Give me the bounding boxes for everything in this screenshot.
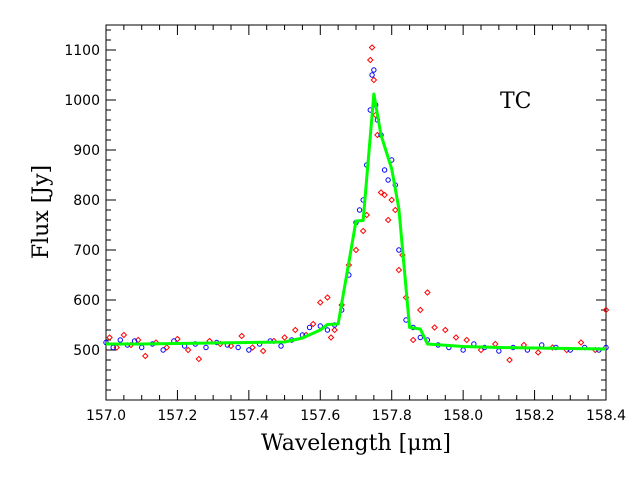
data-point-red	[409, 336, 417, 344]
data-point-red	[384, 216, 392, 224]
x-tick-label: 158.4	[586, 408, 626, 424]
x-tick-label: 157.4	[229, 408, 269, 424]
y-tick-label: 500	[73, 343, 100, 359]
data-point-blue	[246, 347, 252, 353]
x-tick-labels: 157.0 157.2 157.4 157.6 157.8 158.0 158.2 158.4	[86, 408, 626, 424]
data-point-red	[424, 289, 431, 296]
y-tick-label: 1000	[64, 93, 100, 109]
data-point-red	[368, 44, 376, 51]
x-axis-title: Wavelength [μm]	[261, 431, 451, 456]
data-point-blue	[369, 72, 375, 78]
data-point-blue	[539, 342, 545, 348]
data-point-blue	[356, 207, 363, 213]
data-point-blue	[371, 67, 377, 73]
data-point-blue	[381, 167, 388, 173]
data-point-red	[106, 334, 113, 341]
x-tick-label: 158.2	[515, 408, 555, 424]
data-points	[103, 44, 610, 364]
data-point-red	[352, 246, 360, 254]
data-point-red	[381, 191, 388, 199]
y-tick-labels: 500 600 700 800 900 1000 1100	[64, 43, 100, 359]
data-point-red	[506, 356, 513, 364]
data-point-red	[184, 346, 192, 354]
data-point-blue	[117, 337, 123, 343]
data-point-red	[388, 196, 396, 204]
y-tick-label: 1100	[64, 43, 100, 59]
data-point-red	[416, 306, 424, 314]
data-point-red	[249, 344, 256, 351]
data-point-blue	[460, 347, 466, 353]
data-point-red	[452, 334, 460, 341]
data-point-red	[141, 352, 149, 360]
data-point-red	[316, 299, 324, 306]
data-point-red	[281, 334, 288, 341]
data-point-blue	[396, 247, 402, 253]
data-point-red	[577, 339, 585, 346]
data-point-red	[366, 56, 374, 64]
y-tick-label: 700	[73, 243, 100, 259]
data-point-blue	[203, 344, 209, 351]
x-tick-label: 157.6	[300, 408, 340, 424]
y-axis-title: Flux [Jy]	[29, 165, 54, 259]
data-point-red	[259, 347, 267, 355]
y-tick-label: 800	[73, 193, 100, 209]
data-point-red	[395, 266, 403, 274]
x-tick-label: 157.8	[372, 408, 412, 424]
data-point-blue	[160, 347, 166, 353]
data-point-red	[163, 344, 171, 351]
data-point-blue	[139, 344, 145, 351]
x-tick-label: 158.0	[443, 408, 483, 424]
data-point-blue	[324, 327, 331, 333]
data-point-red	[174, 335, 181, 343]
data-point-red	[359, 227, 367, 235]
fit-line	[106, 92, 607, 351]
data-point-blue	[235, 344, 241, 351]
data-point-red	[327, 334, 335, 341]
data-point-red	[120, 331, 128, 339]
data-point-red	[463, 336, 471, 344]
data-point-red	[370, 76, 378, 84]
data-point-red	[324, 294, 331, 301]
data-point-red	[309, 320, 317, 328]
data-point-red	[491, 340, 499, 348]
data-point-red	[431, 324, 438, 331]
y-tick-label: 900	[73, 143, 100, 159]
y-tick-label: 600	[73, 293, 100, 309]
data-point-red	[602, 306, 610, 314]
data-point-blue	[385, 177, 391, 183]
x-tick-label: 157.0	[86, 408, 126, 424]
data-point-red	[377, 189, 385, 196]
data-point-red	[195, 355, 203, 363]
axis-ticks	[105, 25, 607, 400]
x-tick-label: 157.2	[157, 408, 197, 424]
data-point-blue	[496, 348, 502, 354]
data-point-blue	[306, 324, 313, 331]
data-point-red	[291, 326, 299, 334]
data-point-red	[238, 332, 246, 340]
data-point-red	[331, 326, 338, 334]
annotation-label: TC	[500, 89, 532, 114]
data-point-red	[391, 206, 399, 214]
data-point-red	[441, 326, 449, 334]
data-point-blue	[417, 334, 423, 341]
data-point-red	[534, 349, 542, 356]
data-point-blue	[278, 343, 284, 349]
